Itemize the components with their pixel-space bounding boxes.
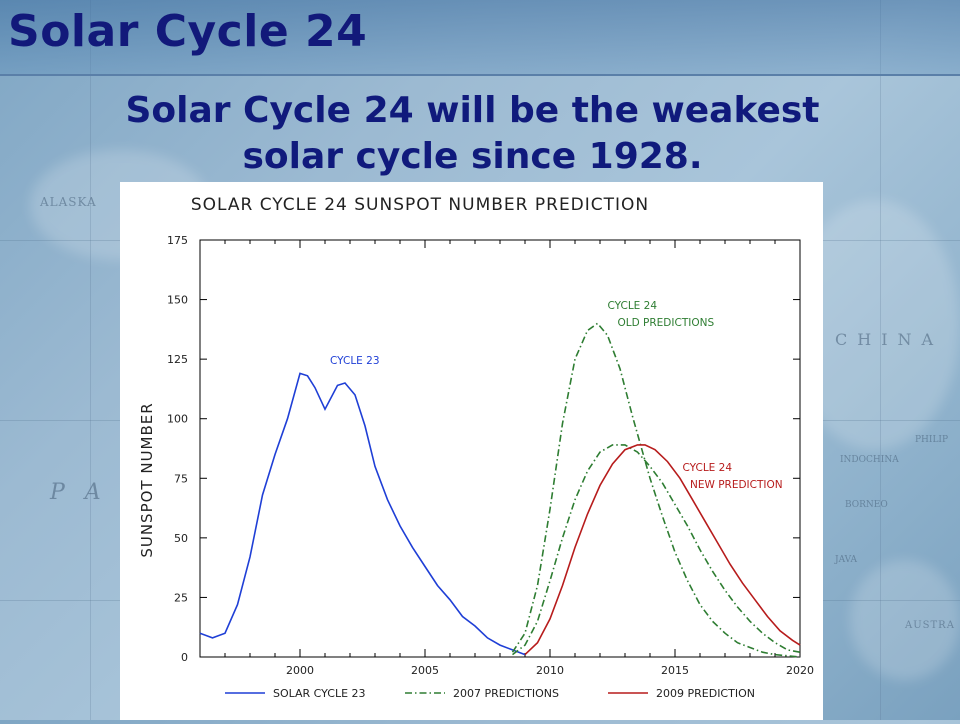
y-tick-label: 175 xyxy=(167,234,188,247)
chart-panel: SOLAR CYCLE 24 SUNSPOT NUMBER PREDICTION… xyxy=(120,182,823,720)
subtitle-line-1: Solar Cycle 24 will be the weakest xyxy=(125,90,820,131)
map-label: JAVA xyxy=(835,555,858,565)
map-label: INDOCHINA xyxy=(840,455,899,465)
legend-label: 2009 PREDICTION xyxy=(656,687,755,700)
chart-annotation: CYCLE 24 xyxy=(608,300,658,312)
series-line-2-2 xyxy=(512,444,801,656)
map-label: CHINA xyxy=(835,330,944,349)
y-tick-label: 0 xyxy=(181,651,188,664)
map-gridline xyxy=(880,0,881,720)
legend: SOLAR CYCLE 23 2007 PREDICTIONS 2009 PREDI… xyxy=(225,687,755,700)
series-line-2-1 xyxy=(511,322,801,658)
subtitle-line-2: solar cycle since 1928. xyxy=(242,136,703,177)
slide-subtitle: Solar Cycle 24 will be the weakest solar… xyxy=(0,88,945,180)
x-tick-label: 2000 xyxy=(286,664,314,677)
legend-label: SOLAR CYCLE 23 xyxy=(273,687,366,700)
y-tick-label: 75 xyxy=(174,472,188,485)
y-tick-label: 50 xyxy=(174,532,188,545)
plot-frame xyxy=(199,239,801,658)
annotation-layer: CYCLE 23 CYCLE 24 OLD PREDICTIONS CYCLE 24 N… xyxy=(330,300,783,491)
y-tick-label: 25 xyxy=(174,591,188,604)
y-tick-label: 100 xyxy=(167,413,188,426)
y-tick-label: 125 xyxy=(167,353,188,366)
y-tick-label: 150 xyxy=(167,294,188,307)
map-landmass xyxy=(850,560,960,680)
legend-label: 2007 PREDICTIONS xyxy=(453,687,559,700)
chart-title: SOLAR CYCLE 24 SUNSPOT NUMBER PREDICTION xyxy=(191,195,649,215)
x-tick-label: 2005 xyxy=(411,664,439,677)
chart-annotation: OLD PREDICTIONS xyxy=(618,317,715,329)
series-layer xyxy=(199,322,801,658)
x-tick-label: 2010 xyxy=(536,664,564,677)
map-gridline xyxy=(90,0,91,720)
x-tick-label: 2015 xyxy=(661,664,689,677)
map-label: BORNEO xyxy=(845,500,888,510)
map-label: PHILIP xyxy=(915,435,949,445)
chart-annotation: CYCLE 24 xyxy=(683,462,733,474)
chart-annotation: NEW PREDICTION xyxy=(690,479,783,491)
map-label: AUSTRA xyxy=(905,620,955,631)
chart-annotation: CYCLE 23 xyxy=(330,355,380,367)
series-line-1 xyxy=(199,372,526,656)
page-title: Solar Cycle 24 xyxy=(8,6,368,57)
axis-ticks: 0 25 50 75 100 125 150 175 2000 2005 2010 2015 2020 xyxy=(167,234,814,677)
map-label: ALASKA xyxy=(40,195,97,209)
y-axis-label: SUNSPOT NUMBER xyxy=(138,402,156,557)
x-tick-label: 2020 xyxy=(786,664,814,677)
sunspot-chart: SOLAR CYCLE 24 SUNSPOT NUMBER PREDICTION… xyxy=(138,195,814,700)
title-bar xyxy=(0,0,960,76)
series-line-3 xyxy=(524,444,801,656)
